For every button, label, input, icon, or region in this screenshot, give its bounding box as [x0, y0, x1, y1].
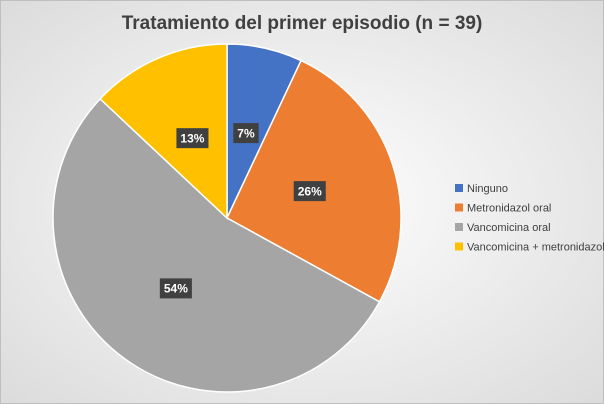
data-label-box [159, 278, 192, 299]
data-label-box [233, 123, 259, 144]
data-label: 54% [159, 278, 192, 299]
data-label-text: 26% [298, 184, 322, 198]
data-label-box [293, 181, 326, 202]
data-label: 26% [293, 181, 326, 202]
pie-slice [52, 97, 381, 393]
data-label-text: 7% [237, 126, 255, 140]
pie-slice [99, 43, 228, 220]
chart-title: Tratamiento del primer episodio (n = 39) [122, 13, 483, 34]
data-label-text: 13% [180, 131, 204, 145]
data-label: 13% [176, 128, 209, 149]
legend-label: Vancomicina + metronidazol [467, 241, 604, 253]
data-label-text: 54% [164, 282, 188, 296]
legend-label: Vancomicina oral [467, 222, 551, 234]
legend-swatch [455, 242, 463, 251]
data-label-box [176, 128, 209, 149]
legend-label: Metronidazol oral [467, 202, 551, 214]
legend-swatch [455, 203, 463, 212]
legend-swatch [455, 223, 463, 231]
data-label: 7% [233, 123, 259, 144]
legend-swatch [455, 184, 463, 192]
legend-label: Ninguno [467, 183, 508, 195]
